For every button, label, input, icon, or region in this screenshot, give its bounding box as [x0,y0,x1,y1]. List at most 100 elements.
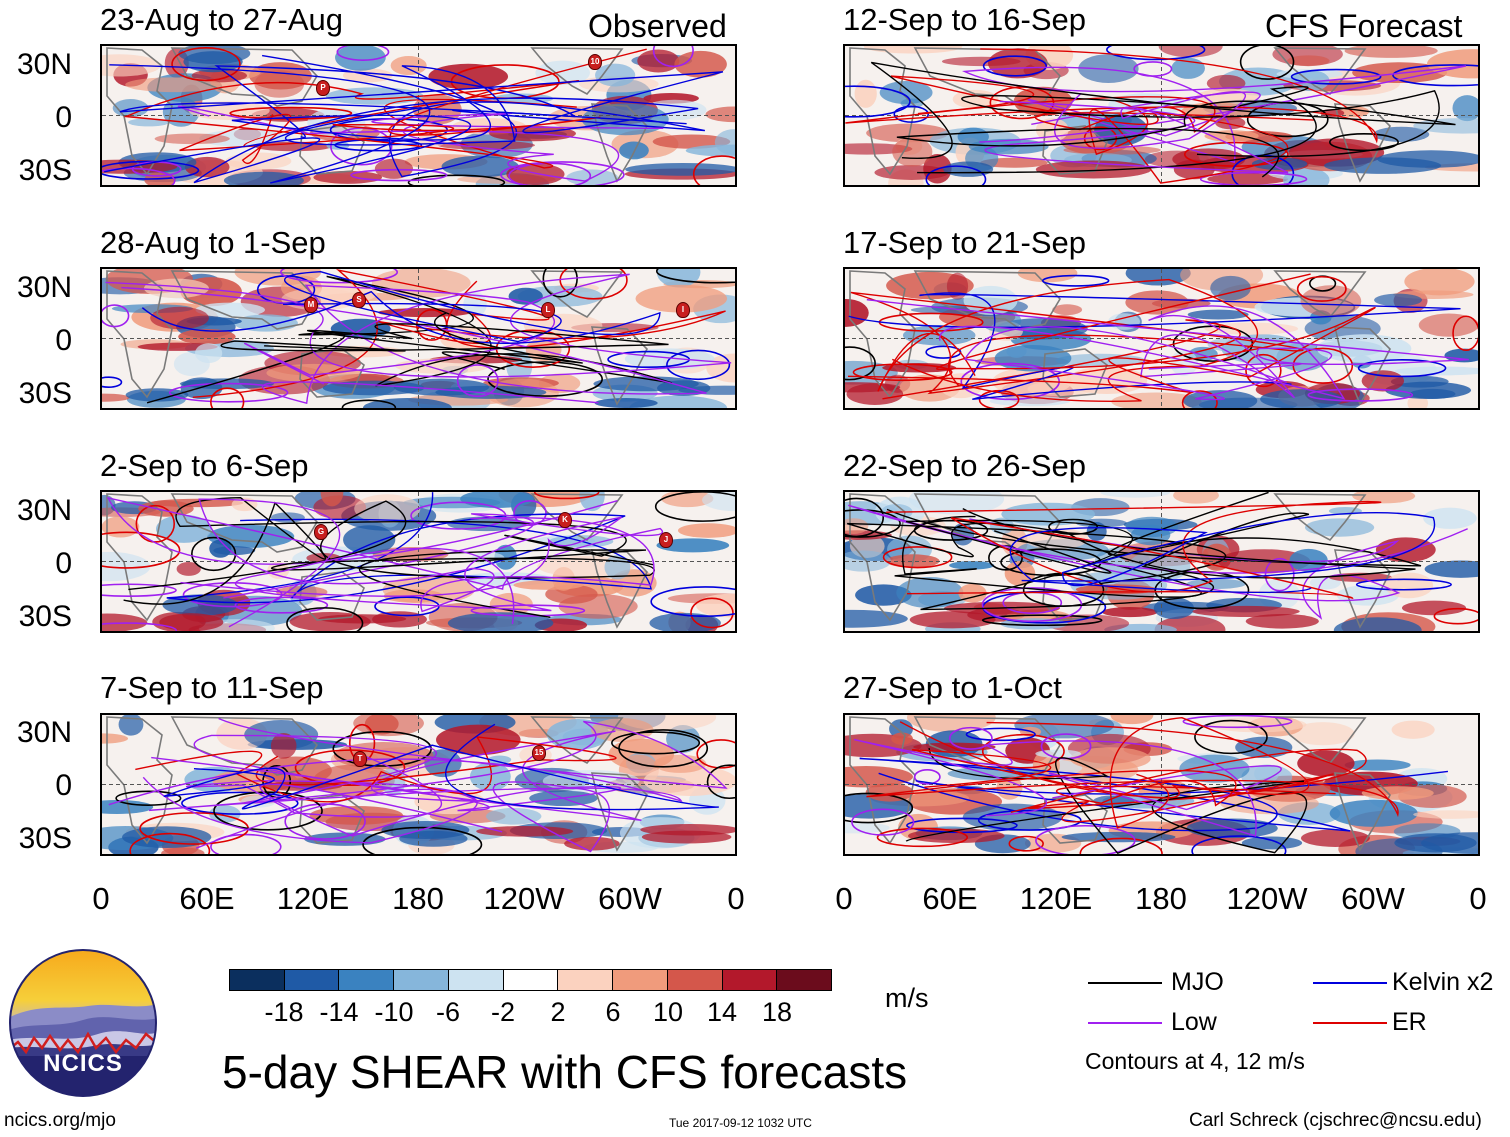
footer-url[interactable]: ncics.org/mjo [4,1110,116,1131]
storm-marker: G [314,524,328,540]
lat-label-30s: 30S [18,822,72,855]
shear-field-map [102,46,735,185]
map-panel-forecast-2 [843,267,1480,410]
colorbar-swatch [667,970,723,990]
shear-field-map [845,492,1478,631]
lon-label: 180 [1135,881,1187,916]
legend-line-mjo [1088,982,1162,984]
lat-label-eq: 0 [55,101,72,134]
lon-label: 120W [1226,881,1308,916]
storm-marker: J [659,532,673,548]
panel-title-left-4: 7-Sep to 11-Sep [100,670,324,705]
footer-credit: Carl Schreck (cjschrec@ncsu.edu) [1189,1110,1482,1131]
map-panel-observed-4 [100,713,737,856]
colorbar-swatches [229,969,832,991]
colorbar-swatch [230,970,285,990]
colorbar-swatch [339,970,395,990]
lon-label: 0 [1469,881,1487,916]
colorbar-swatch [558,970,614,990]
legend-label-mjo: MJO [1171,968,1224,996]
contour-legend: MJO Kelvin x2 Low ER Contours at 4, 12 m… [1085,966,1505,1081]
legend-label-er: ER [1392,1008,1427,1036]
lon-label: 60E [179,881,235,916]
shear-field-map [845,715,1478,854]
storm-marker: P [316,80,330,96]
lat-label-eq: 0 [55,769,72,802]
panel-title-right-1: 12-Sep to 16-Sep [843,2,1087,37]
observed-header: Observed [588,8,727,44]
lon-label: 60W [1341,881,1405,916]
map-panel-forecast-4 [843,713,1480,856]
lat-label-eq: 0 [55,324,72,357]
storm-marker: K [558,512,572,528]
storm-marker: 15 [532,745,546,761]
colorbar-swatch [722,970,778,990]
storm-marker: S [352,292,366,308]
lon-label: 0 [92,881,110,916]
shear-field-map [845,46,1478,185]
lon-label: 120E [1019,881,1093,916]
lat-label-30s: 30S [18,377,72,410]
panel-title-right-4: 27-Sep to 1-Oct [843,670,1062,705]
logo-text: NCICS [43,1050,123,1077]
lon-label: 60W [598,881,662,916]
shear-field-map [102,715,735,854]
colorbar-tick: 18 [761,997,793,1027]
map-panel-forecast-1 [843,44,1480,187]
colorbar-unit: m/s [885,983,929,1013]
storm-marker: M [304,297,318,313]
colorbar-swatch [394,970,449,990]
legend-label-low: Low [1171,1008,1217,1036]
panel-title-left-2: 28-Aug to 1-Sep [100,225,326,260]
map-panel-observed-1 [100,44,737,187]
lon-label: 180 [392,881,444,916]
lat-label-30n: 30N [16,716,72,749]
map-panel-forecast-3 [843,490,1480,633]
colorbar-swatch [613,970,668,990]
storm-marker: I [676,302,690,318]
colorbar-tick: 6 [605,997,621,1027]
storm-marker: T [353,751,367,767]
contour-note: Contours at 4, 12 m/s [1085,1048,1305,1074]
main-title: 5-day SHEAR with CFS forecasts [222,1046,908,1098]
legend-label-kelvin: Kelvin x2 [1392,968,1494,996]
panel-title-left-3: 2-Sep to 6-Sep [100,448,309,483]
lat-label-30n: 30N [16,494,72,527]
colorbar [229,969,832,992]
forecast-header: CFS Forecast [1265,8,1463,44]
ncics-logo: NCICS [8,948,158,1098]
colorbar-tick: -14 [319,997,359,1027]
lat-label-30n: 30N [16,271,72,304]
colorbar-tick: 14 [706,997,738,1027]
footer-timestamp: Tue 2017-09-12 1032 UTC [669,1116,812,1130]
lat-label-30s: 30S [18,600,72,633]
colorbar-tick: -10 [374,997,414,1027]
colorbar-swatch [503,970,559,990]
legend-line-er [1313,1022,1387,1024]
shear-field-map [102,492,735,631]
map-panel-observed-3 [100,490,737,633]
lon-label: 0 [835,881,853,916]
lat-label-30n: 30N [16,48,72,81]
colorbar-tick: -2 [490,997,516,1027]
lon-label: 120E [276,881,350,916]
lon-label: 0 [727,881,745,916]
storm-marker: 10 [588,54,602,70]
map-panel-observed-2 [100,267,737,410]
colorbar-tick: 2 [550,997,566,1027]
storm-marker: L [541,302,555,318]
lat-label-30s: 30S [18,154,72,187]
panel-title-right-3: 22-Sep to 26-Sep [843,448,1087,483]
legend-line-kelvin [1313,982,1387,984]
colorbar-tick: -6 [435,997,461,1027]
lat-label-eq: 0 [55,547,72,580]
lon-label: 60E [922,881,978,916]
colorbar-swatch [448,970,504,990]
legend-line-low [1088,1022,1162,1024]
panel-title-left-1: 23-Aug to 27-Aug [100,2,344,37]
colorbar-tick: 10 [652,997,684,1027]
colorbar-swatch [777,970,832,990]
colorbar-swatch [284,970,340,990]
shear-field-map [845,269,1478,408]
shear-field-map [102,269,735,408]
